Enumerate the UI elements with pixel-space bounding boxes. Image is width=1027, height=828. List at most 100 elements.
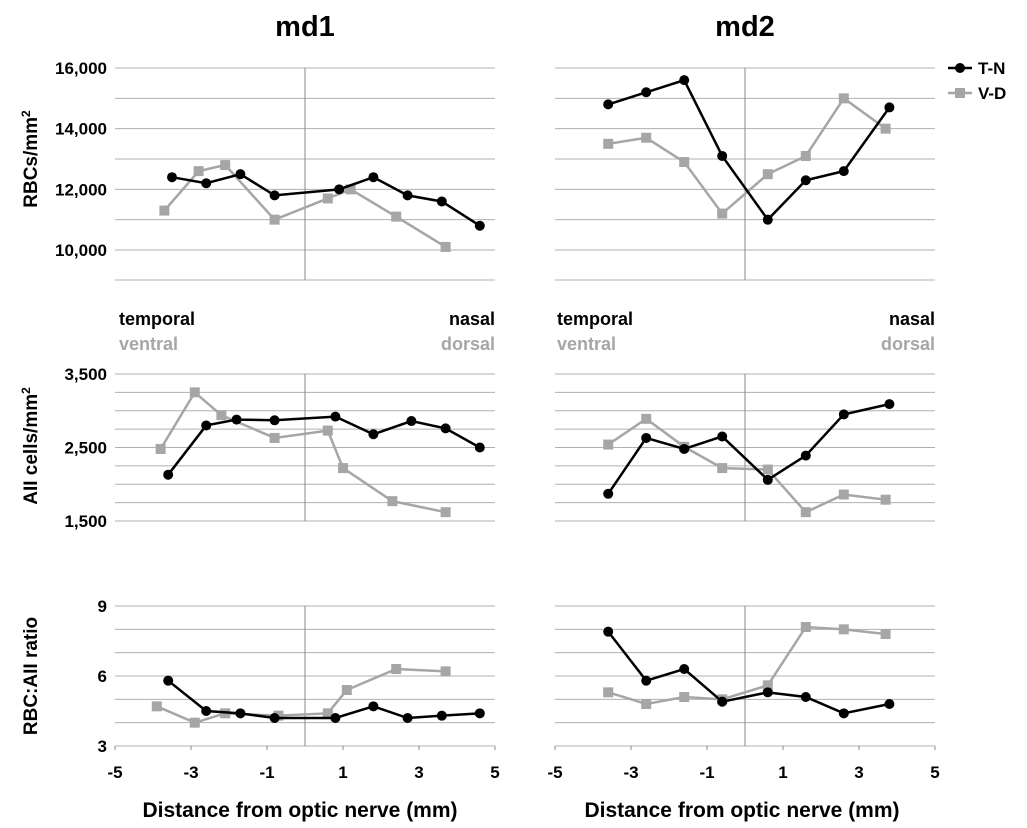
point-t-n xyxy=(641,87,652,98)
point-v-d xyxy=(603,138,614,149)
point-v-d xyxy=(189,717,200,728)
legend-tn-marker xyxy=(955,63,965,73)
point-t-n xyxy=(838,166,849,177)
panel-3 xyxy=(555,373,935,522)
point-t-n xyxy=(717,150,728,161)
series-line-v-d xyxy=(607,417,886,514)
xtick-label: -3 xyxy=(183,763,198,782)
point-t-n xyxy=(679,664,690,674)
point-v-d xyxy=(880,629,891,639)
legend-vd-marker xyxy=(955,88,965,98)
point-v-d xyxy=(838,93,849,104)
xtick-label: -1 xyxy=(699,763,714,782)
point-t-n xyxy=(436,196,447,207)
ytick-label: 14,000 xyxy=(55,120,107,139)
point-v-d xyxy=(387,496,398,507)
point-v-d xyxy=(641,413,652,424)
point-t-n xyxy=(406,416,417,427)
point-v-d xyxy=(800,622,811,632)
point-v-d xyxy=(679,692,690,702)
series-line-v-d xyxy=(608,96,887,216)
orientation-temporal-md2: temporal xyxy=(557,309,633,329)
ytick-label: 16,000 xyxy=(55,59,107,78)
point-t-n xyxy=(330,713,341,723)
point-v-d xyxy=(762,680,773,691)
point-t-n xyxy=(717,431,728,442)
point-t-n xyxy=(641,432,652,443)
point-v-d xyxy=(159,205,170,216)
xtick-label: 3 xyxy=(854,763,863,782)
point-t-n xyxy=(762,214,773,225)
point-t-n xyxy=(884,102,895,113)
point-v-d xyxy=(603,687,614,698)
ytick-label: 1,500 xyxy=(64,512,107,531)
column-title-md2: md2 xyxy=(715,11,775,43)
point-v-d xyxy=(641,132,652,143)
point-v-d xyxy=(838,624,849,635)
point-t-n xyxy=(603,488,614,499)
point-v-d xyxy=(322,193,333,204)
ytick-label: 12,000 xyxy=(55,180,107,199)
point-t-n xyxy=(641,675,652,686)
point-v-d xyxy=(151,701,162,712)
point-t-n xyxy=(269,415,280,426)
point-t-n xyxy=(402,190,413,201)
point-v-d xyxy=(345,184,356,195)
orientation-ventral-md1: ventral xyxy=(119,334,178,354)
point-v-d xyxy=(641,699,652,709)
point-t-n xyxy=(201,178,212,189)
point-t-n xyxy=(800,175,811,186)
ytick-label: 10,000 xyxy=(55,241,107,260)
point-t-n xyxy=(436,710,447,721)
xtick-label: 5 xyxy=(930,763,939,782)
point-t-n xyxy=(235,169,246,180)
series-line-t-n xyxy=(607,402,890,495)
point-v-d xyxy=(800,150,811,161)
xtick-label: 3 xyxy=(414,763,423,782)
point-t-n xyxy=(800,450,811,461)
panel-5: -5 -3 -1 1 3 5 xyxy=(547,605,940,782)
xtick-label: -3 xyxy=(623,763,638,782)
series-line-v-d xyxy=(156,667,446,724)
series-line-v-d xyxy=(607,625,886,706)
point-v-d xyxy=(717,463,728,474)
point-t-n xyxy=(800,692,811,702)
orientation-dorsal-md2: dorsal xyxy=(881,334,935,354)
orientation-ventral-md2: ventral xyxy=(557,334,616,354)
xtick-label: -5 xyxy=(547,763,562,782)
point-t-n xyxy=(269,190,280,201)
point-v-d xyxy=(189,387,200,398)
xtick-label: -5 xyxy=(107,763,122,782)
panel-2: 1,500 2,500 3,500 xyxy=(64,365,495,531)
point-v-d xyxy=(391,664,402,674)
column-title-md1: md1 xyxy=(275,11,335,43)
point-v-d xyxy=(440,666,451,677)
point-t-n xyxy=(440,423,451,434)
point-v-d xyxy=(762,169,773,180)
ytick-label: 3,500 xyxy=(64,365,107,384)
legend-vd-label: V-D xyxy=(978,84,1006,103)
xlabel-md2: Distance from optic nerve (mm) xyxy=(584,799,899,822)
legend-tn-label: T-N xyxy=(978,59,1005,78)
panel-1 xyxy=(555,67,935,281)
legend: T-N V-D xyxy=(948,59,1006,103)
point-t-n xyxy=(884,699,895,709)
point-v-d xyxy=(440,507,451,518)
ytick-label: 2,500 xyxy=(64,439,107,458)
point-t-n xyxy=(235,708,246,719)
point-v-d xyxy=(338,463,348,474)
point-t-n xyxy=(167,172,177,183)
point-t-n xyxy=(330,411,341,422)
point-v-d xyxy=(717,208,728,219)
point-t-n xyxy=(334,184,345,195)
orientation-nasal-md1: nasal xyxy=(449,309,495,329)
point-t-n xyxy=(679,75,690,86)
point-t-n xyxy=(838,409,849,420)
point-t-n xyxy=(679,443,690,454)
point-v-d xyxy=(679,157,690,168)
xtick-label: 1 xyxy=(338,763,347,782)
orientation-temporal-md1: temporal xyxy=(119,309,195,329)
point-t-n xyxy=(603,626,614,637)
series-line-t-n xyxy=(607,78,891,222)
point-v-d xyxy=(838,489,849,500)
